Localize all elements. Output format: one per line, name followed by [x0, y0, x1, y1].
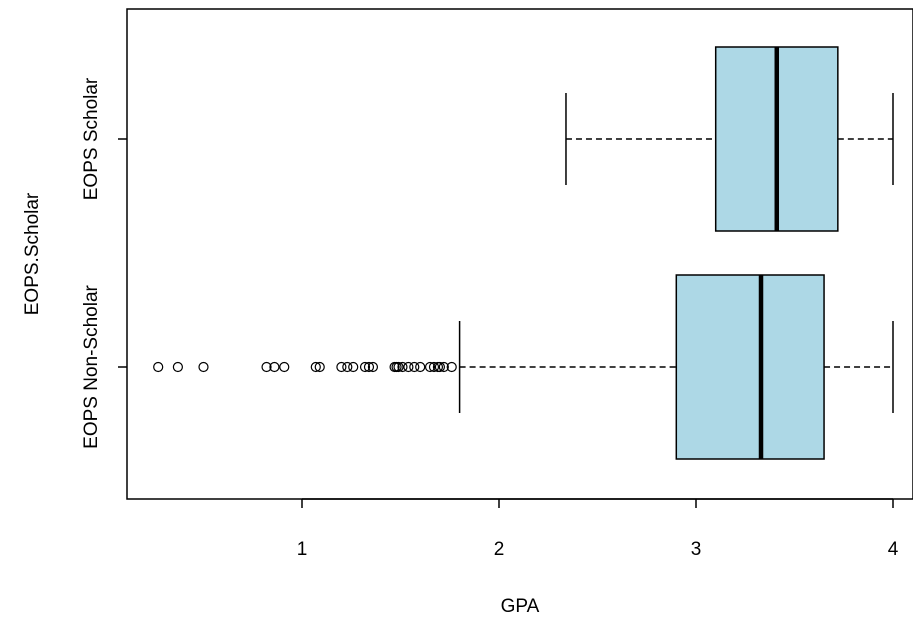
y-tick-label-eops-scholar: EOPS Scholar [81, 77, 102, 200]
outlier-point [415, 361, 426, 373]
outlier-point [363, 361, 375, 373]
outlier-point [153, 361, 164, 373]
outlier-point [424, 361, 436, 373]
outlier-point [172, 361, 183, 373]
outlier-point [314, 361, 325, 373]
box-eops-non-scholar [675, 274, 825, 460]
x-tick-label: 3 [691, 539, 702, 560]
x-tick-label: 1 [297, 539, 308, 560]
outlier-point [409, 361, 420, 373]
x-axis-label: GPA [501, 596, 540, 617]
x-tick-label: 2 [494, 539, 505, 560]
outlier-point [428, 361, 440, 373]
outlier-point [446, 361, 457, 373]
outlier-point [393, 361, 404, 373]
outlier-point [359, 361, 371, 373]
outlier-point [367, 361, 379, 373]
outlier-point [438, 361, 449, 373]
chart-marks [153, 46, 894, 460]
outlier-point [310, 361, 321, 373]
outlier-point [336, 361, 347, 373]
outlier-point [261, 361, 272, 373]
outlier-point [403, 361, 414, 373]
outlier-point [397, 361, 408, 373]
axes: EOPS Non-Scholar EOPS Scholar 1 2 3 4 [81, 77, 899, 560]
outlier-point [348, 361, 359, 373]
x-tick-label: 4 [888, 539, 899, 560]
outlier-point [198, 361, 209, 373]
y-tick-label-eops-non-scholar: EOPS Non-Scholar [81, 284, 102, 448]
outlier-point [434, 361, 445, 373]
outlier-point [342, 361, 353, 373]
outlier-point [269, 361, 280, 373]
outlier-point [279, 361, 290, 373]
y-axis-label: EOPS.Scholar [22, 192, 43, 315]
